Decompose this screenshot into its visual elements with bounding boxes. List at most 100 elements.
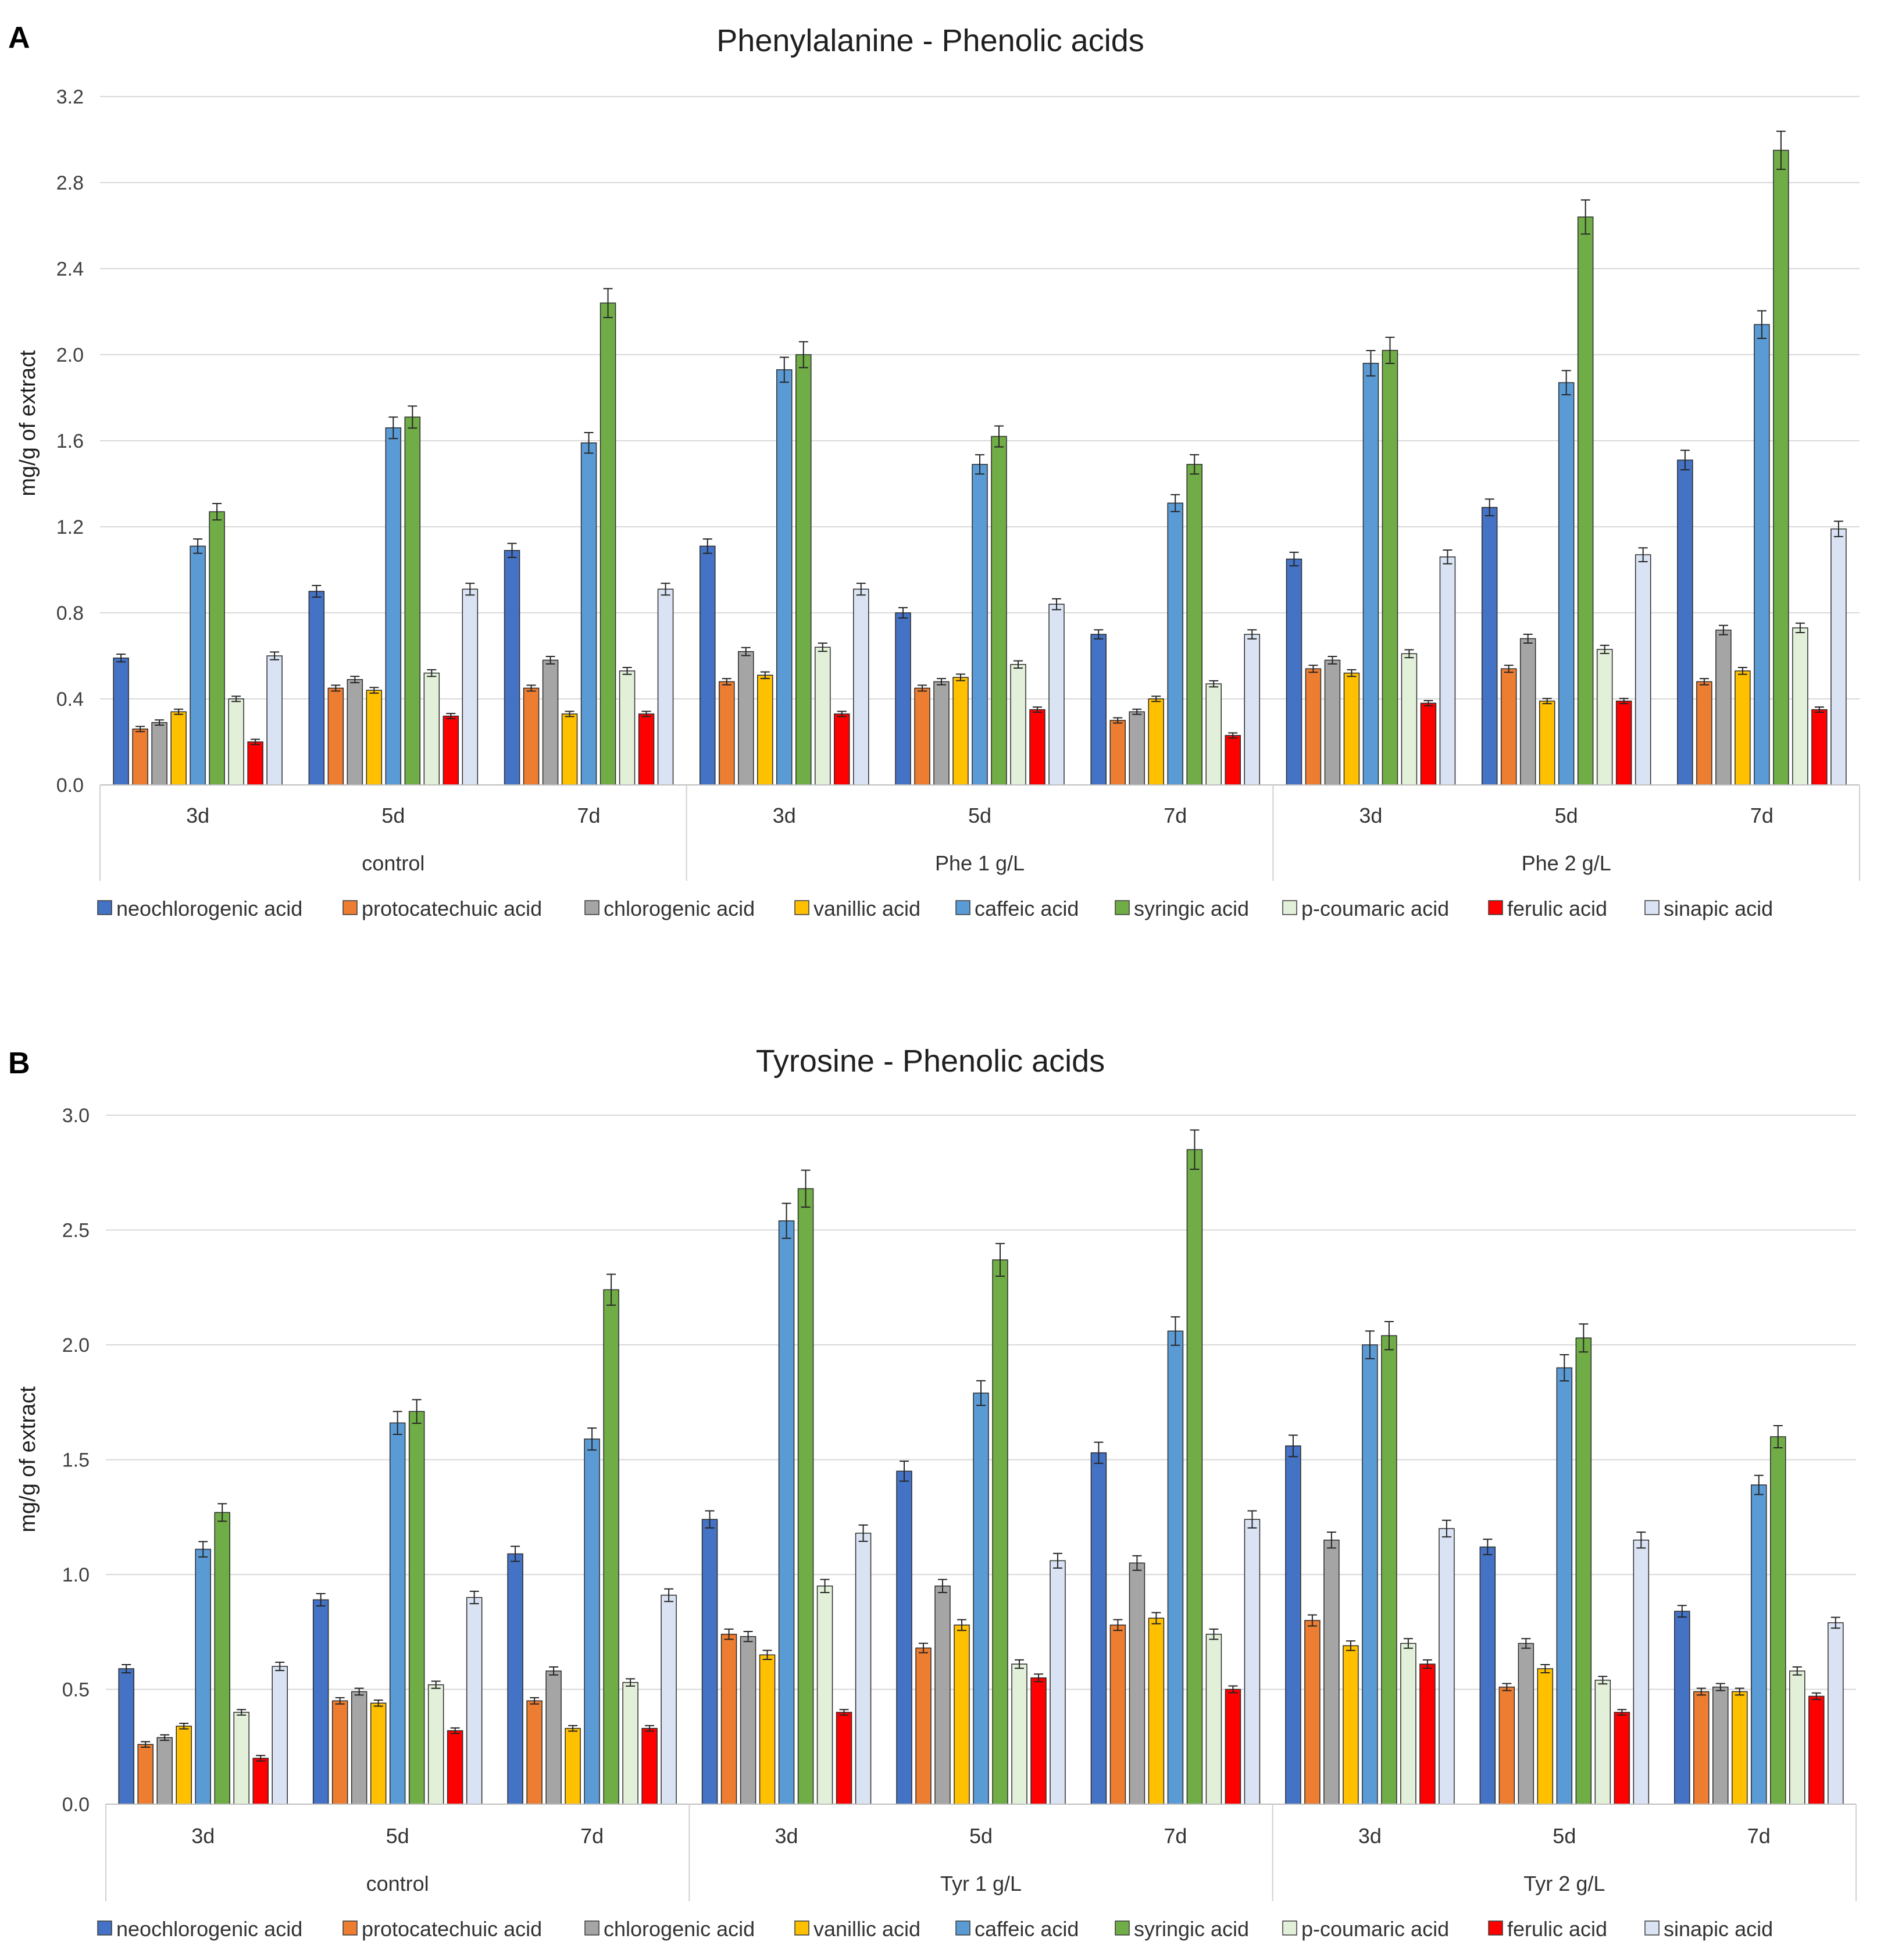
panel-b-bar-ferulic-acid (1225, 1688, 1241, 1805)
panel-b-bar-protocatechuic-acid (137, 1744, 154, 1805)
panel-a-bar-caffeic-acid (1362, 363, 1379, 786)
panel-a-error-bar (956, 673, 965, 681)
panel-b-error-bar (179, 1722, 189, 1730)
panel-b-legend-label: vanillic acid (813, 1917, 920, 1941)
panel-b-error-bar (373, 1699, 383, 1707)
panel-b-bar-caffeic-acid (973, 1393, 989, 1805)
panel-b-error-bar (1696, 1687, 1706, 1696)
panel-a-y-tick-label: 2.4 (56, 258, 84, 280)
panel-a-category-label: 3d (1359, 804, 1382, 827)
panel-b-error-bar (743, 1630, 753, 1643)
panel-b-error-bar (1715, 1683, 1725, 1691)
panel-b-error-bar (858, 1524, 868, 1542)
panel-b-error-bar (957, 1619, 966, 1631)
panel-a-legend-swatch (1488, 900, 1503, 915)
panel-b-error-bar (1403, 1638, 1413, 1649)
panel-b-error-bar (1151, 1612, 1161, 1625)
panel-b-error-bar (256, 1755, 266, 1762)
panel-a-y-tick-label: 0.0 (56, 774, 84, 797)
panel-b-error-bar (469, 1590, 479, 1605)
panel-b-error-bar (724, 1628, 734, 1640)
panel-b-bar-p-coumaric-acid (233, 1712, 249, 1805)
panel-a-bar-ferulic-acid (1029, 709, 1045, 786)
panel-a-legend-swatch (342, 900, 358, 915)
panel-a-bar-protocatechuic-acid (1109, 720, 1126, 786)
panel-a-error-bar (1600, 644, 1610, 654)
panel-b-bar-ferulic-acid (641, 1727, 658, 1805)
panel-a-y-tick-label: 1.2 (56, 516, 84, 538)
panel-a-error-bar (1094, 629, 1104, 640)
panel-a-legend-swatch (1282, 900, 1297, 915)
panel-b-bar-syringic-acid (214, 1512, 230, 1805)
panel-b-bar-protocatechuic-acid (1498, 1686, 1515, 1805)
panel-a-legend-label: ferulic acid (1507, 897, 1607, 920)
panel-b-bar-chlorogenic-acid (1518, 1643, 1535, 1805)
panel-b-bar-chlorogenic-acid (934, 1586, 951, 1805)
panel-b-bar-p-coumaric-acid (1205, 1633, 1222, 1805)
panel-b-bar-vanillic-acid (1148, 1618, 1165, 1805)
panel-a-error-bar (1328, 655, 1337, 665)
panel-a-error-bar (1113, 717, 1123, 724)
panel-b-bar-caffeic-acid (778, 1220, 795, 1805)
panel-a-bar-ferulic-acid (1615, 700, 1632, 786)
panel-a-bar-protocatechuic-acid (523, 687, 540, 786)
panel-a-bar-vanillic-acid (757, 674, 773, 786)
panel-a-error-bar (231, 695, 241, 702)
panel-b-error-bar (431, 1680, 441, 1689)
panel-a-error-bar (1833, 520, 1843, 537)
panel-b-bar-ferulic-acid (1808, 1695, 1825, 1805)
panel-a-error-bar (350, 676, 360, 684)
panel-b-legend-item-syringic-acid: syringic acid (1115, 1917, 1249, 1941)
panel-a-error-bar (1289, 551, 1299, 567)
panel-b-error-bar (412, 1399, 422, 1424)
panel-b-y-axis-title: mg/g of extract (16, 1386, 40, 1533)
panel-a-error-bar (465, 583, 475, 596)
panel-a-legend-label: p-coumaric acid (1301, 897, 1449, 920)
panel-a-bar-protocatechuic-acid (1500, 668, 1517, 786)
panel-a-error-bar (1190, 454, 1200, 475)
panel-b-bar-sinapic-acid (1439, 1528, 1455, 1805)
panel-a-error-bar (722, 678, 731, 686)
panel-b-error-bar (160, 1734, 170, 1741)
panel-b-bar-neochlorogenic-acid (701, 1519, 718, 1805)
panel-a-bar-vanillic-acid (952, 677, 969, 786)
panel-a-bar-ferulic-acid (1225, 735, 1241, 786)
panel-b-bar-chlorogenic-acid (740, 1636, 756, 1805)
panel-a-error-bar (1423, 699, 1433, 706)
panel-a-error-bar (1151, 695, 1161, 702)
panel-a-legend-item-protocatechuic-acid: protocatechuic acid (342, 897, 542, 920)
panel-a-error-bar (1132, 708, 1142, 715)
panel-a-bar-protocatechuic-acid (914, 687, 930, 786)
panel-b-legend-item-chlorogenic-acid: chlorogenic acid (584, 1917, 755, 1941)
panel-a-bar-sinapic-acid (1635, 554, 1651, 786)
panel-a-error-bar (760, 671, 770, 679)
panel-b-error-bar (801, 1169, 811, 1208)
panel-b-error-bar (626, 1678, 636, 1687)
panel-b-error-bar (1171, 1316, 1180, 1346)
panel-a-y-axis-title: mg/g of extract (16, 350, 40, 497)
panel-b-bar-neochlorogenic-acid (312, 1599, 329, 1805)
panel-a-error-bar (135, 726, 145, 733)
panel-b-bar-protocatechuic-acid (1109, 1625, 1126, 1805)
panel-b-error-bar (549, 1666, 559, 1676)
panel-b-bar-protocatechuic-acid (720, 1633, 737, 1805)
panel-b-category-label: 3d (1358, 1824, 1382, 1848)
panel-a-bar-caffeic-acid (580, 442, 597, 786)
panel-b-error-bar (1811, 1692, 1821, 1700)
panel-a-error-bar (565, 711, 574, 717)
panel-b-legend-item-caffeic-acid: caffeic acid (955, 1917, 1079, 1941)
panel-b-bar-ferulic-acid (1614, 1712, 1630, 1805)
panel-a-bar-p-coumaric-acid (1010, 664, 1026, 786)
panel-a-legend-swatch (584, 900, 600, 915)
panel-a-error-bar (212, 503, 222, 521)
panel-a-error-bar (779, 356, 789, 383)
panel-b-error-bar (568, 1725, 578, 1732)
panel-b-error-bar (1598, 1676, 1608, 1685)
panel-b-error-bar (335, 1697, 345, 1705)
panel-b-bar-neochlorogenic-acid (1479, 1546, 1496, 1805)
panel-a-error-bar (584, 432, 594, 454)
panel-a-bar-neochlorogenic-acid (113, 657, 129, 786)
panel-b-legend-swatch (1488, 1920, 1503, 1936)
panel-b-legend-swatch (97, 1920, 112, 1936)
